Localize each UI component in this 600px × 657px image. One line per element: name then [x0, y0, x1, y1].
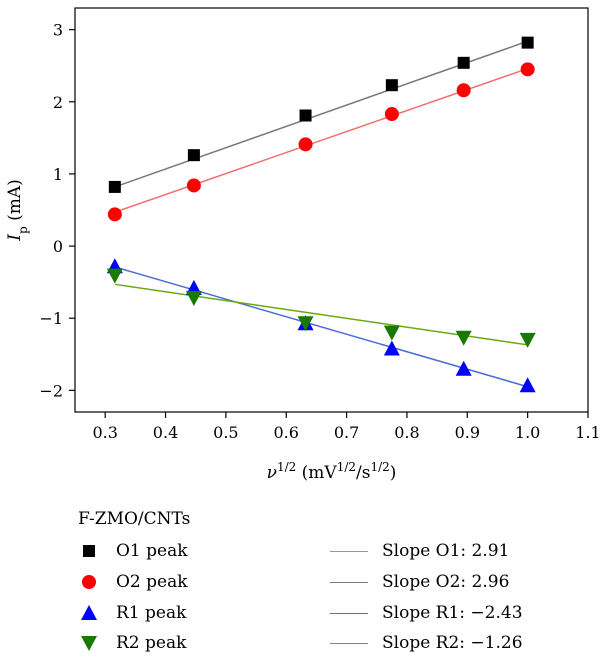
- point-r2-peak: [185, 291, 202, 307]
- point-r2-peak: [519, 332, 536, 348]
- legend-label-slope-r2: Slope R2: −1.26: [382, 633, 523, 653]
- square-marker-icon: [80, 542, 98, 560]
- legend-item-slope-o2: Slope O2: 2.96: [330, 572, 509, 592]
- legend-label-r1: R1 peak: [116, 603, 187, 623]
- legend-label-slope-r1: Slope R1: −2.43: [382, 603, 523, 623]
- legend-item-o1: O1 peak: [80, 541, 188, 561]
- line-sample-icon: [330, 581, 368, 583]
- point-r2-peak: [455, 330, 472, 346]
- point-o2-peak: [186, 178, 201, 193]
- point-r1-peak: [383, 340, 400, 356]
- axis-ticks: 0.3 0.4 0.5 0.6 0.7 0.8 0.9 1.0 1.1 −2 −1 0 1 2 3: [39, 21, 600, 442]
- y-tick-label: −1: [39, 309, 63, 328]
- point-r2-peak: [383, 325, 400, 341]
- x-tick-label: 0.9: [455, 423, 480, 442]
- data-points: [106, 36, 536, 393]
- circle-marker-icon: [80, 573, 98, 591]
- legend-item-r1: R1 peak: [80, 603, 186, 623]
- legend: F-ZMO/CNTs O1 peak O2 peak R1 peak R2 pe…: [0, 505, 600, 653]
- point-o1-peak: [521, 36, 534, 49]
- plot-frame: [74, 7, 589, 413]
- legend-label-slope-o1: Slope O1: 2.91: [382, 541, 510, 561]
- legend-title: F-ZMO/CNTs: [78, 509, 191, 529]
- legend-label-o2: O2 peak: [116, 572, 188, 592]
- point-o2-peak: [520, 62, 535, 77]
- x-tick-label: 0.7: [334, 423, 359, 442]
- point-r1-peak: [519, 377, 536, 393]
- chart-area: 0.3 0.4 0.5 0.6 0.7 0.8 0.9 1.0 1.1 −2 −1 0 1 2 3 ν1/2…: [5, 7, 600, 483]
- point-r1-peak: [455, 360, 472, 376]
- triangle-up-marker-icon: [80, 604, 98, 622]
- x-tick-label: 1.1: [575, 423, 600, 442]
- x-tick-label: 0.8: [394, 423, 419, 442]
- x-tick-label: 0.4: [153, 423, 178, 442]
- x-axis-label: ν1/2 (mV1/2/s1/2): [267, 460, 397, 483]
- x-tick-label: 0.6: [274, 423, 299, 442]
- line-sample-icon: [330, 612, 368, 614]
- legend-label-r2: R2 peak: [116, 633, 187, 653]
- x-tick-label: 0.5: [213, 423, 238, 442]
- x-tick-label: 1.0: [515, 423, 540, 442]
- legend-label-o1: O1 peak: [116, 541, 188, 561]
- point-o2-peak: [456, 83, 471, 98]
- line-sample-icon: [330, 642, 368, 644]
- legend-item-o2: O2 peak: [80, 572, 188, 592]
- point-o1-peak: [457, 56, 470, 69]
- y-axis-label: Ip (mA): [5, 179, 30, 241]
- point-o1-peak: [385, 79, 398, 92]
- legend-label-slope-o2: Slope O2: 2.96: [382, 572, 510, 592]
- legend-item-slope-r1: Slope R1: −2.43: [330, 603, 523, 623]
- fit-line-3: [114, 266, 528, 388]
- point-o2-peak: [298, 137, 313, 152]
- legend-item-slope-o1: Slope O1: 2.91: [330, 541, 509, 561]
- y-tick-label: 1: [53, 165, 63, 184]
- point-o2-peak: [384, 107, 399, 122]
- y-tick-label: 2: [53, 93, 63, 112]
- line-sample-icon: [330, 550, 368, 552]
- point-o1-peak: [299, 109, 312, 122]
- y-tick-label: 3: [53, 21, 63, 40]
- legend-item-slope-r2: Slope R2: −1.26: [330, 633, 523, 653]
- y-tick-label: 0: [53, 237, 63, 256]
- legend-item-r2: R2 peak: [80, 633, 186, 653]
- point-r2-peak: [297, 316, 314, 332]
- point-o2-peak: [107, 207, 122, 222]
- point-r2-peak: [106, 268, 123, 284]
- y-tick-label: −2: [39, 381, 63, 400]
- x-tick-label: 0.3: [92, 423, 117, 442]
- triangle-down-marker-icon: [80, 634, 98, 652]
- point-o1-peak: [187, 149, 200, 162]
- point-o1-peak: [108, 180, 121, 193]
